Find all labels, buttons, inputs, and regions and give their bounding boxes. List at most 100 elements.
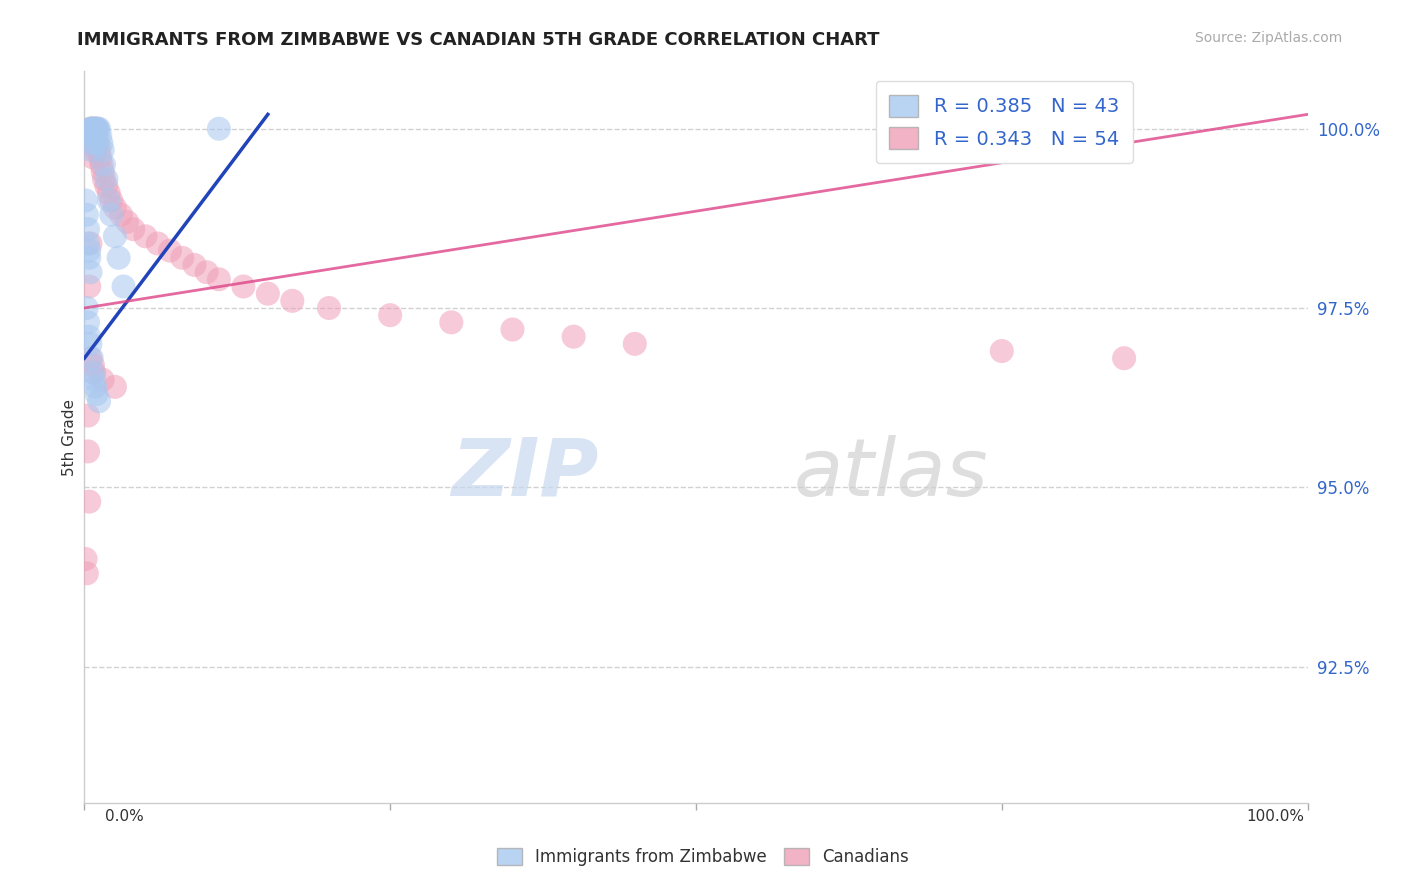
Point xyxy=(991,344,1014,359)
Point xyxy=(77,236,100,251)
Point xyxy=(76,208,98,222)
Point xyxy=(87,394,110,409)
Point xyxy=(195,265,218,279)
Point xyxy=(86,121,108,136)
Point xyxy=(76,566,98,581)
Point xyxy=(380,308,402,322)
Point xyxy=(79,265,101,279)
Point xyxy=(107,251,129,265)
Point xyxy=(91,143,114,157)
Point xyxy=(89,128,111,143)
Point xyxy=(82,121,104,136)
Point xyxy=(104,229,127,244)
Point xyxy=(80,143,103,157)
Point xyxy=(502,322,524,336)
Point xyxy=(86,136,108,150)
Point xyxy=(89,150,111,164)
Point xyxy=(93,158,115,172)
Point xyxy=(1114,351,1136,366)
Point xyxy=(79,121,101,136)
Point xyxy=(208,121,231,136)
Text: Source: ZipAtlas.com: Source: ZipAtlas.com xyxy=(1195,31,1343,45)
Point xyxy=(79,136,101,150)
Point xyxy=(80,351,103,366)
Point xyxy=(86,387,108,401)
Point xyxy=(83,121,105,136)
Point xyxy=(208,272,231,286)
Point xyxy=(90,158,112,172)
Text: atlas: atlas xyxy=(794,434,988,513)
Point xyxy=(87,121,110,136)
Point xyxy=(83,121,105,136)
Text: 0.0%: 0.0% xyxy=(105,809,145,823)
Point xyxy=(75,552,97,566)
Point xyxy=(87,143,110,157)
Point xyxy=(75,194,97,208)
Point xyxy=(79,336,101,351)
Point xyxy=(77,329,100,343)
Point xyxy=(115,215,138,229)
Point xyxy=(110,208,132,222)
Legend: R = 0.385   N = 43, R = 0.343   N = 54: R = 0.385 N = 43, R = 0.343 N = 54 xyxy=(876,81,1133,163)
Point xyxy=(87,136,110,150)
Text: IMMIGRANTS FROM ZIMBABWE VS CANADIAN 5TH GRADE CORRELATION CHART: IMMIGRANTS FROM ZIMBABWE VS CANADIAN 5TH… xyxy=(77,31,880,49)
Point xyxy=(146,236,169,251)
Point xyxy=(82,366,104,380)
Point xyxy=(159,244,181,258)
Point xyxy=(135,229,157,244)
Point xyxy=(172,251,194,265)
Point xyxy=(84,121,107,136)
Point xyxy=(77,494,100,508)
Point xyxy=(93,172,115,186)
Point xyxy=(77,244,100,258)
Point xyxy=(86,128,108,143)
Point xyxy=(84,136,107,150)
Point xyxy=(79,351,101,366)
Point xyxy=(97,186,120,201)
Point xyxy=(79,236,101,251)
Point xyxy=(440,315,463,329)
Point xyxy=(80,121,103,136)
Point xyxy=(83,366,105,380)
Point xyxy=(77,315,100,329)
Point xyxy=(80,121,103,136)
Point xyxy=(82,121,104,136)
Point xyxy=(112,279,135,293)
Point xyxy=(122,222,145,236)
Point xyxy=(84,143,107,157)
Point xyxy=(562,329,585,343)
Point xyxy=(183,258,205,272)
Point xyxy=(84,121,107,136)
Point xyxy=(91,165,114,179)
Text: ZIP: ZIP xyxy=(451,434,598,513)
Point xyxy=(90,136,112,150)
Point xyxy=(100,194,122,208)
Point xyxy=(104,201,127,215)
Point xyxy=(83,373,105,387)
Point xyxy=(83,136,105,150)
Y-axis label: 5th Grade: 5th Grade xyxy=(62,399,77,475)
Point xyxy=(79,121,101,136)
Point xyxy=(86,121,108,136)
Point xyxy=(232,279,254,293)
Point xyxy=(257,286,280,301)
Point xyxy=(100,208,122,222)
Point xyxy=(91,373,114,387)
Point xyxy=(76,301,98,315)
Point xyxy=(80,121,103,136)
Point xyxy=(318,301,340,315)
Point xyxy=(77,222,100,236)
Point xyxy=(77,409,100,423)
Point xyxy=(96,179,118,194)
Point xyxy=(83,128,105,143)
Point xyxy=(77,444,100,458)
Point xyxy=(84,380,107,394)
Legend: Immigrants from Zimbabwe, Canadians: Immigrants from Zimbabwe, Canadians xyxy=(489,840,917,875)
Text: 100.0%: 100.0% xyxy=(1247,809,1305,823)
Point xyxy=(82,359,104,373)
Point xyxy=(96,172,118,186)
Point xyxy=(624,336,647,351)
Point xyxy=(82,150,104,164)
Point xyxy=(82,128,104,143)
Point xyxy=(77,279,100,293)
